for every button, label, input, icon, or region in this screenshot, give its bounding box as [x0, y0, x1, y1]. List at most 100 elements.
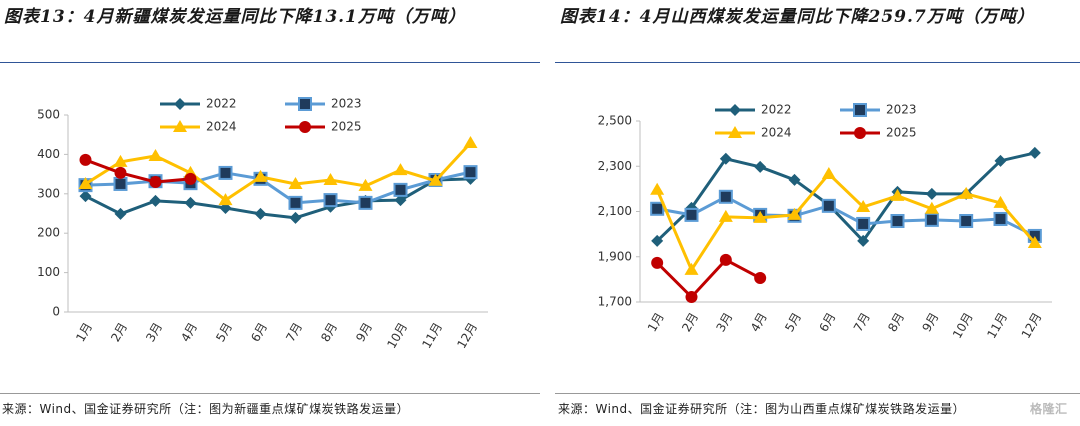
x-tick-label: 4月 — [178, 320, 200, 344]
point — [148, 148, 163, 161]
point — [149, 175, 162, 188]
point — [718, 189, 733, 204]
point — [114, 166, 127, 179]
point — [719, 152, 732, 165]
point — [78, 176, 93, 189]
y-tick-label: 100 — [37, 265, 60, 279]
x-tick-label: 5月 — [782, 310, 804, 334]
point — [788, 173, 801, 186]
x-tick-label: 11月 — [419, 320, 445, 351]
point — [856, 216, 871, 231]
point — [787, 207, 802, 220]
point — [463, 165, 478, 180]
point — [79, 190, 92, 203]
point — [463, 135, 478, 148]
y-tick-label: 2,300 — [598, 159, 632, 173]
point — [253, 169, 268, 182]
point — [254, 207, 267, 220]
watermark: 格隆汇 — [1030, 402, 1068, 416]
point — [925, 187, 938, 200]
point — [393, 182, 408, 197]
y-tick-label: 1,700 — [598, 295, 632, 309]
legend-marker — [299, 121, 311, 133]
legend-marker — [173, 120, 187, 132]
point — [113, 176, 128, 191]
series-line — [84, 158, 191, 184]
x-tick-label: 1月 — [645, 310, 667, 334]
x-tick-label: 3月 — [143, 320, 165, 344]
legend-label: 2025 — [886, 126, 917, 140]
source-note: 来源：Wind、国金证券研究所（注：图为山西重点煤矿煤炭铁路发运量） — [558, 402, 966, 416]
legend-marker — [729, 104, 741, 116]
legend-marker — [728, 126, 742, 138]
point — [289, 211, 302, 224]
x-tick-label: 8月 — [318, 320, 340, 344]
point — [184, 196, 197, 209]
point — [993, 195, 1008, 208]
legend-marker — [298, 97, 312, 111]
legend-label: 2023 — [886, 103, 917, 117]
point — [358, 195, 373, 210]
point — [993, 211, 1008, 226]
point — [754, 160, 767, 173]
point — [685, 291, 698, 304]
legend-marker — [853, 103, 867, 117]
legend-label: 2023 — [331, 97, 362, 111]
x-tick-label: 9月 — [920, 310, 942, 334]
legend-label: 2022 — [206, 97, 237, 111]
y-tick-label: 2,100 — [598, 204, 632, 218]
source-note: 来源：Wind、国金证券研究所（注：图为新疆重点煤矿煤炭铁路发运量） — [2, 402, 410, 416]
x-tick-label: 4月 — [748, 310, 770, 334]
point — [288, 176, 303, 189]
y-tick-label: 200 — [37, 226, 60, 240]
x-tick-label: 10月 — [384, 320, 410, 351]
point — [959, 186, 974, 199]
point — [754, 272, 767, 285]
series-line — [656, 258, 761, 300]
x-tick-label: 6月 — [817, 310, 839, 334]
point — [857, 234, 870, 247]
y-tick-label: 300 — [37, 186, 60, 200]
divider — [555, 62, 1080, 63]
point — [114, 207, 127, 220]
point — [650, 182, 665, 195]
point — [323, 193, 338, 208]
x-tick-label: 9月 — [353, 320, 375, 344]
legend-marker — [174, 98, 186, 110]
series-line — [85, 170, 471, 205]
point — [959, 214, 974, 229]
point — [684, 207, 699, 222]
chart-title: 图表14：4月山西煤炭发运量同比下降259.7万吨（万吨） — [560, 7, 1035, 27]
point — [149, 194, 162, 207]
x-tick-label: 1月 — [73, 320, 95, 344]
legend-marker — [854, 127, 866, 139]
y-tick-label: 2,500 — [598, 114, 632, 128]
point — [113, 154, 128, 167]
x-tick-label: 10月 — [950, 310, 976, 341]
point — [393, 163, 408, 176]
legend-label: 2025 — [331, 120, 362, 134]
point — [184, 172, 197, 185]
point — [719, 253, 732, 266]
x-tick-label: 2月 — [108, 320, 130, 344]
point — [394, 194, 407, 207]
divider — [0, 393, 540, 394]
point — [821, 198, 836, 213]
legend-label: 2022 — [761, 103, 792, 117]
point — [684, 262, 699, 275]
point — [753, 210, 768, 223]
series-line — [656, 195, 1036, 238]
chart-title: 图表13：4月新疆煤炭发运量同比下降13.1万吨（万吨） — [4, 7, 466, 27]
point — [1027, 235, 1042, 248]
point — [288, 195, 303, 210]
x-tick-label: 5月 — [213, 320, 235, 344]
series-line — [84, 177, 471, 220]
y-tick-label: 400 — [37, 147, 60, 161]
legend-label: 2024 — [206, 120, 237, 134]
point — [428, 173, 443, 186]
y-tick-label: 1,900 — [598, 249, 632, 263]
point — [323, 173, 338, 186]
y-tick-label: 500 — [37, 108, 60, 122]
x-tick-label: 6月 — [248, 320, 270, 344]
